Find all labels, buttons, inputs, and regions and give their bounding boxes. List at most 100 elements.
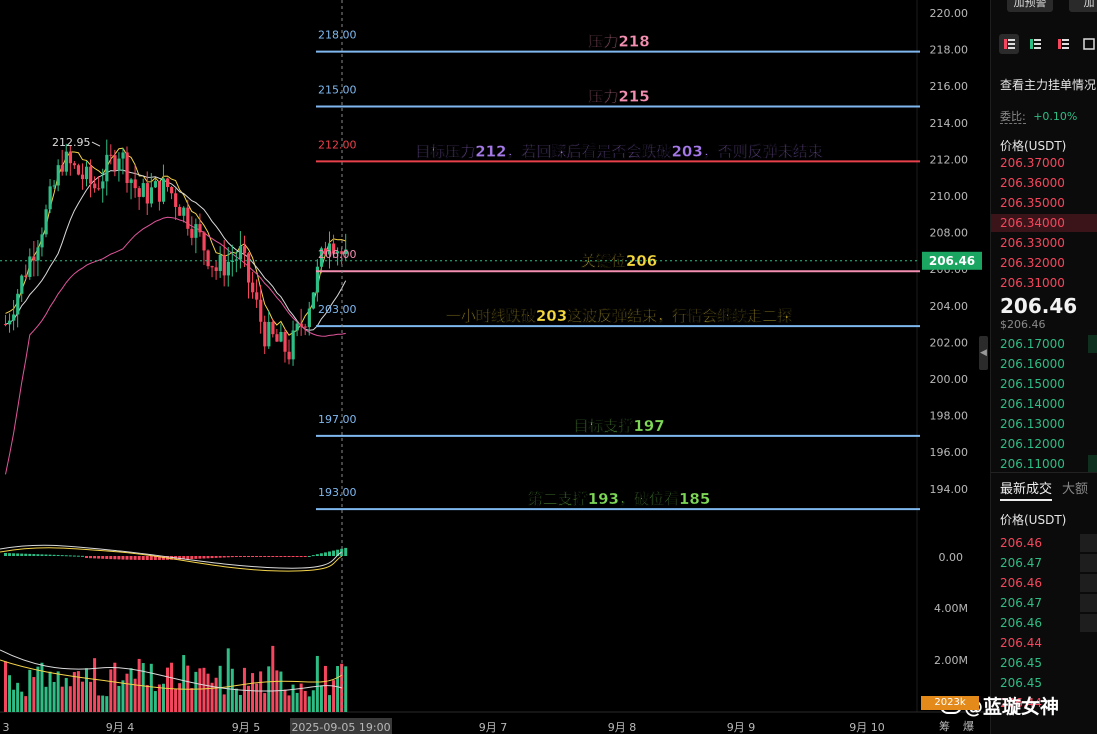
volume-bar — [328, 695, 331, 712]
tab-latest-trades[interactable]: 最新成交 — [1000, 482, 1053, 497]
macd-bar — [109, 556, 113, 560]
candle-body — [230, 260, 234, 262]
volume-bar — [344, 666, 348, 712]
volume-bar — [109, 669, 113, 712]
trade-row[interactable]: 206.47 — [1000, 556, 1042, 570]
price-tick-label: 216.00 — [930, 80, 969, 93]
price-tick-label: 220.00 — [930, 7, 969, 20]
candle-body — [80, 174, 85, 180]
macd-bar — [267, 556, 271, 557]
trade-row[interactable]: 206.45 — [1000, 656, 1042, 670]
macd-bar — [210, 556, 214, 559]
more-icon[interactable] — [1079, 34, 1097, 54]
bottom-toolbar: 2023k 筹爆 — [921, 696, 981, 734]
macd-bar — [32, 554, 36, 556]
ask-row[interactable]: 206.33000 — [1000, 236, 1065, 250]
trade-row[interactable]: 206.47 — [1000, 596, 1042, 610]
grid-lines — [0, 0, 990, 713]
candle-body — [93, 183, 97, 189]
ask-row[interactable]: 206.36000 — [1000, 176, 1065, 190]
macd-bar — [206, 556, 210, 559]
ask-row[interactable]: 206.34000 — [1000, 216, 1065, 230]
tab-liquidation[interactable]: 爆 — [963, 720, 974, 733]
candle-body — [267, 321, 271, 347]
candle-body — [283, 331, 287, 352]
candlestick-chart[interactable]: 212.95 218.00 压力218 215.00 压力215 212.00 目标压力2… — [0, 0, 990, 734]
date-tick-label: 9月 9 — [727, 721, 756, 734]
candle-body — [279, 331, 283, 342]
bid-row[interactable]: 206.11000 — [1000, 457, 1065, 471]
candle-body — [291, 330, 295, 360]
bid-row[interactable]: 206.16000 — [1000, 357, 1065, 371]
volume-bar — [129, 668, 133, 712]
macd-bar — [12, 553, 16, 556]
macd-bar — [125, 556, 129, 560]
add-button[interactable]: 加 — [1069, 0, 1097, 12]
panel-title[interactable]: 查看主力挂单情况 — [1000, 78, 1097, 92]
candle-body — [303, 326, 307, 328]
macd-bar — [279, 556, 283, 557]
tab-large-trades[interactable]: 大额 — [1062, 482, 1089, 497]
candle-body — [133, 179, 137, 189]
macd-bar — [303, 556, 307, 557]
macd-bar — [101, 556, 105, 559]
level-value-label: 203.00 — [318, 303, 357, 316]
macd-bar — [36, 554, 40, 556]
ask-row[interactable]: 206.32000 — [1000, 256, 1065, 270]
order-book-asks-icon[interactable] — [1053, 34, 1073, 54]
candle-body — [72, 163, 77, 166]
candle-body — [32, 256, 36, 261]
level-value-label: 218.00 — [318, 29, 357, 42]
ask-row[interactable]: 206.37000 — [1000, 156, 1065, 170]
ask-row[interactable]: 206.31000 — [1000, 276, 1065, 290]
price-tick-label: 204.00 — [930, 300, 969, 313]
volume-bar — [64, 677, 68, 712]
level-annotation: 一小时线跌破203这波反弹结束，行情会继续走二探 — [446, 307, 792, 325]
trade-row-depth-bar — [1080, 594, 1097, 612]
macd-bar — [72, 555, 76, 557]
panel-collapse-handle[interactable]: ◀ — [979, 336, 988, 370]
trade-row[interactable]: 206.45 — [1000, 676, 1042, 690]
candle-body — [255, 292, 259, 300]
bid-row[interactable]: 206.13000 — [1000, 417, 1065, 431]
candle-body — [299, 323, 303, 327]
volume-bar — [299, 683, 303, 712]
candle-body — [247, 253, 251, 283]
macd-bar — [295, 556, 299, 557]
order-book-both-icon[interactable] — [999, 34, 1019, 54]
candle-body — [295, 323, 299, 331]
volume-ma-white — [0, 649, 343, 692]
macd-bar — [153, 556, 157, 560]
bid-row[interactable]: 206.17000 — [1000, 337, 1065, 351]
bid-row[interactable]: 206.14000 — [1000, 397, 1065, 411]
candle-body — [12, 314, 16, 321]
macd-bar — [247, 556, 250, 557]
candle-body — [16, 293, 20, 315]
high-label-pointer — [91, 141, 101, 147]
candle-body — [190, 228, 194, 238]
trade-row[interactable]: 206.46 — [1000, 576, 1042, 590]
trade-row[interactable]: 206.44 — [1000, 696, 1042, 710]
candle-body — [206, 250, 210, 267]
trade-row[interactable]: 206.46 — [1000, 616, 1042, 630]
candle-body — [64, 151, 68, 172]
candle-body — [271, 321, 275, 335]
candle-body — [101, 181, 105, 189]
ask-row[interactable]: 206.35000 — [1000, 196, 1065, 210]
macd-histogram — [0, 544, 348, 572]
volume-bar — [247, 685, 250, 712]
order-book-bids-icon[interactable] — [1025, 34, 1045, 54]
volume-bar — [56, 671, 60, 712]
date-tick-label: 3 — [3, 721, 10, 734]
bid-row[interactable]: 206.12000 — [1000, 437, 1065, 451]
tab-chips[interactable]: 筹 — [939, 720, 950, 733]
candle-body — [60, 165, 64, 172]
trade-row[interactable]: 206.44 — [1000, 636, 1042, 650]
trade-row[interactable]: 206.46 — [1000, 536, 1042, 550]
bid-row[interactable]: 206.15000 — [1000, 377, 1065, 391]
add-alert-button[interactable]: 加预警 — [1007, 0, 1053, 12]
macd-bar — [89, 556, 93, 559]
candle-body — [336, 251, 340, 254]
macd-bar — [190, 556, 194, 560]
volume-bar — [166, 667, 169, 712]
